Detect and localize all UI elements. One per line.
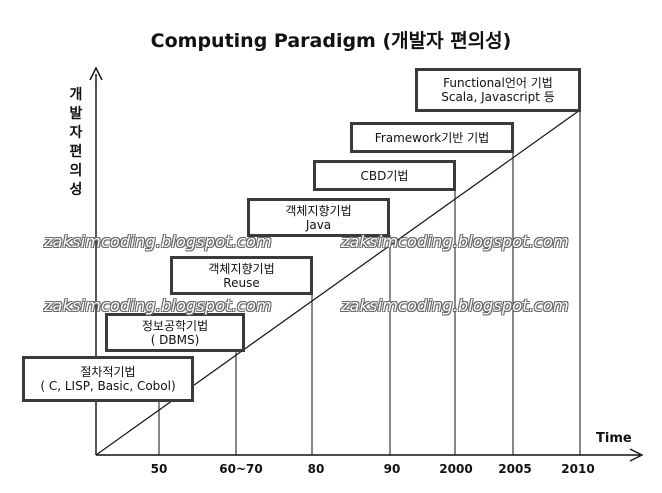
y-axis-label: 개발자편의성 (69, 87, 83, 198)
x-axis-arrowhead (629, 448, 644, 462)
watermark-text: zaksimcoding.blogspot.com (44, 296, 272, 315)
x-tick-label: 2010 (561, 462, 595, 476)
stage-title: Functional언어 기법 (443, 76, 553, 90)
x-tick-label: 60~70 (219, 462, 263, 476)
stage-subtitle: Java (305, 217, 332, 232)
watermark-text: zaksimcoding.blogspot.com (341, 296, 569, 315)
x-tick-label: 2000 (439, 462, 473, 476)
stage-box-functional: Functional언어 기법 Scala, Javascript 등 (415, 68, 581, 112)
x-tick-label: 50 (150, 462, 168, 476)
stage-box-information-engineering: 정보공학기법 ( DBMS) (105, 313, 245, 352)
x-tick-label: 90 (383, 462, 401, 476)
watermark-text: zaksimcoding.blogspot.com (341, 232, 569, 251)
stage-subtitle: ( DBMS) (150, 332, 200, 347)
stage-box-procedural: 절차적기법 ( C, LISP, Basic, Cobol) (22, 356, 194, 402)
stage-subtitle: Reuse (223, 275, 260, 290)
stage-title: 절차적기법 (80, 365, 136, 379)
stage-subtitle: ( C, LISP, Basic, Cobol) (40, 379, 176, 393)
x-tick-label: 2005 (498, 462, 532, 476)
stage-box-framework: Framework기반 기법 (350, 122, 514, 153)
y-axis-arrowhead (89, 66, 103, 81)
x-tick-label: 80 (307, 462, 325, 476)
stage-box-object-oriented-reuse: 객체지향기법 Reuse (170, 256, 313, 295)
stage-box-cbd: CBD기법 (313, 160, 456, 191)
stage-title: 객체지향기법 (208, 261, 275, 276)
stage-box-object-oriented-java: 객체지향기법 Java (247, 198, 390, 237)
stage-title: 객체지향기법 (285, 203, 352, 218)
stage-title: 정보공학기법 (141, 318, 209, 333)
diagram-title: Computing Paradigm (개발자 편의성) (150, 30, 512, 52)
stage-title: Framework기반 기법 (374, 130, 490, 145)
watermark-text: zaksimcoding.blogspot.com (44, 232, 272, 251)
stage-subtitle: Scala, Javascript 등 (441, 90, 555, 104)
stage-title: CBD기법 (360, 168, 409, 183)
x-axis-label: Time (596, 431, 632, 446)
